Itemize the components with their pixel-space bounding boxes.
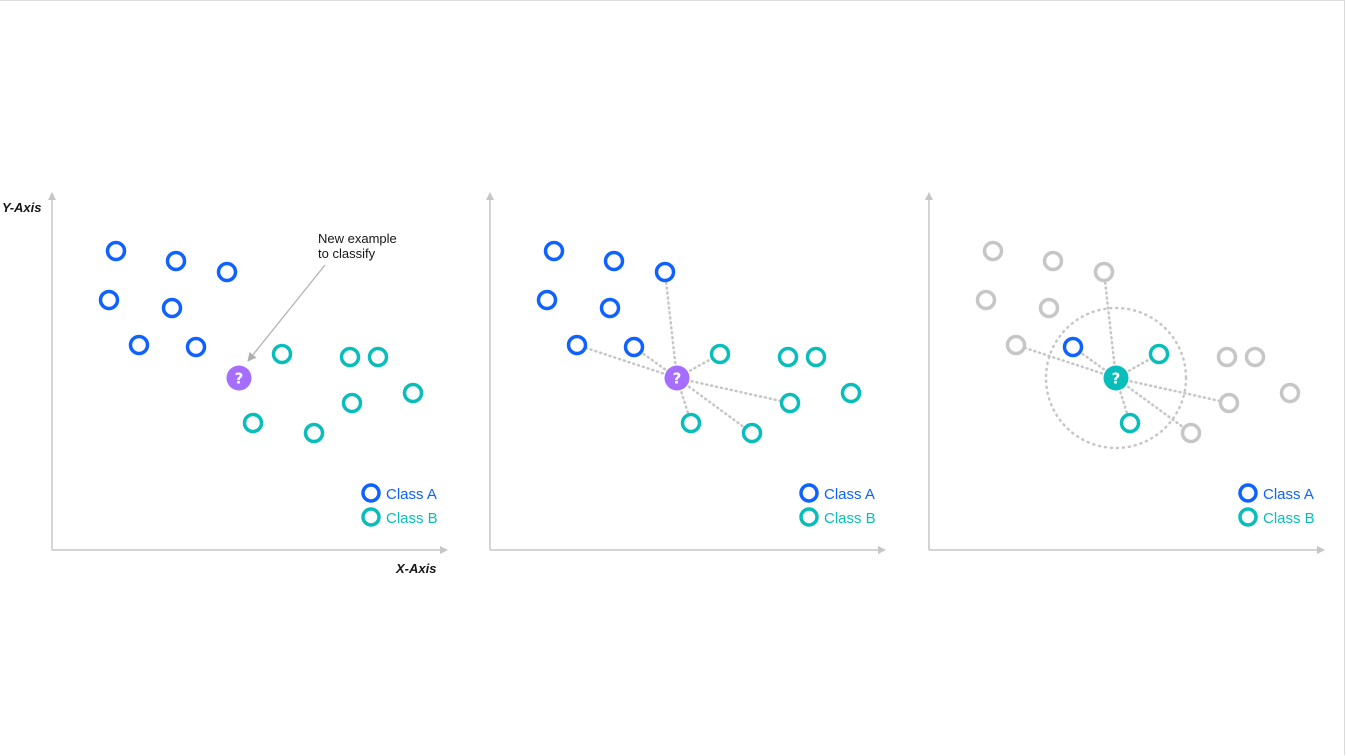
- class-b-point: [1244, 346, 1266, 368]
- legend-label-class-b: Class B: [824, 510, 876, 527]
- question-mark-icon: ?: [673, 370, 682, 388]
- query-point: [226, 365, 252, 391]
- class-b-point: [1119, 412, 1141, 434]
- legend-swatch-class-b: [1238, 507, 1258, 527]
- class-b-point: [339, 346, 361, 368]
- class-a-point: [105, 240, 127, 262]
- class-a-point: [1005, 334, 1027, 356]
- class-b-point: [303, 422, 325, 444]
- distance-connector: [663, 270, 679, 380]
- class-b-point: [271, 343, 293, 365]
- legend-swatch-class-b: [799, 507, 819, 527]
- class-b-point: [367, 346, 389, 368]
- class-b-point: [242, 412, 264, 434]
- distance-connector: [1114, 376, 1231, 405]
- class-b-point: [402, 382, 424, 404]
- legend-label-class-b: Class B: [386, 510, 438, 527]
- class-b-point: [840, 382, 862, 404]
- legend-panel-2: Class A Class B: [799, 483, 876, 527]
- class-b-point: [1279, 382, 1301, 404]
- query-point: [1103, 365, 1129, 391]
- class-a-point: [982, 240, 1004, 262]
- legend-panel-3: Class A Class B: [1238, 483, 1315, 527]
- x-axis-label: X-Axis: [395, 561, 436, 576]
- legend-label-class-b: Class B: [1263, 510, 1315, 527]
- class-a-point: [1038, 297, 1060, 319]
- class-a-point: [599, 297, 621, 319]
- class-b-point: [341, 392, 363, 414]
- annotation-label-line1: New example: [318, 231, 397, 246]
- distance-connector: [1114, 376, 1193, 435]
- class-a-point: [1062, 336, 1084, 358]
- class-a-point: [1093, 261, 1115, 283]
- class-b-point: [1218, 392, 1240, 414]
- annotation-label-line2: to classify: [318, 246, 376, 261]
- query-point: [664, 365, 690, 391]
- class-a-point: [185, 336, 207, 358]
- class-a-point: [98, 289, 120, 311]
- legend-swatch-class-a: [799, 483, 819, 503]
- class-a-point: [216, 261, 238, 283]
- y-axis-label: Y-Axis: [2, 200, 42, 215]
- class-b-point: [805, 346, 827, 368]
- class-a-point: [128, 334, 150, 356]
- distance-connector: [675, 376, 754, 435]
- distance-connector: [1102, 270, 1118, 380]
- class-a-point: [654, 261, 676, 283]
- class-a-point: [161, 297, 183, 319]
- generated-marks: ???: [48, 192, 1325, 554]
- legend-swatch-class-a: [1238, 483, 1258, 503]
- k-neighborhood-circle: [1044, 306, 1188, 450]
- class-a-point: [543, 240, 565, 262]
- distance-connector: [675, 376, 792, 405]
- class-a-point: [566, 334, 588, 356]
- legend-swatch-class-b: [361, 507, 381, 527]
- class-a-point: [165, 250, 187, 272]
- question-mark-icon: ?: [1112, 370, 1121, 388]
- class-b-point: [741, 422, 763, 444]
- class-b-point: [1180, 422, 1202, 444]
- class-b-point: [1148, 343, 1170, 365]
- legend-swatch-class-a: [361, 483, 381, 503]
- legend-label-class-a: Class A: [824, 486, 875, 503]
- question-mark-icon: ?: [235, 370, 244, 388]
- class-b-point: [779, 392, 801, 414]
- class-b-point: [1216, 346, 1238, 368]
- annotation-arrow: [247, 264, 326, 362]
- class-a-point: [975, 289, 997, 311]
- class-a-point: [603, 250, 625, 272]
- class-a-point: [623, 336, 645, 358]
- legend-panel-1: Class A Class B: [361, 483, 438, 527]
- class-b-point: [680, 412, 702, 434]
- class-a-point: [536, 289, 558, 311]
- class-b-point: [709, 343, 731, 365]
- class-a-point: [1042, 250, 1064, 272]
- class-b-point: [777, 346, 799, 368]
- legend-label-class-a: Class A: [386, 486, 437, 503]
- legend-label-class-a: Class A: [1263, 486, 1314, 503]
